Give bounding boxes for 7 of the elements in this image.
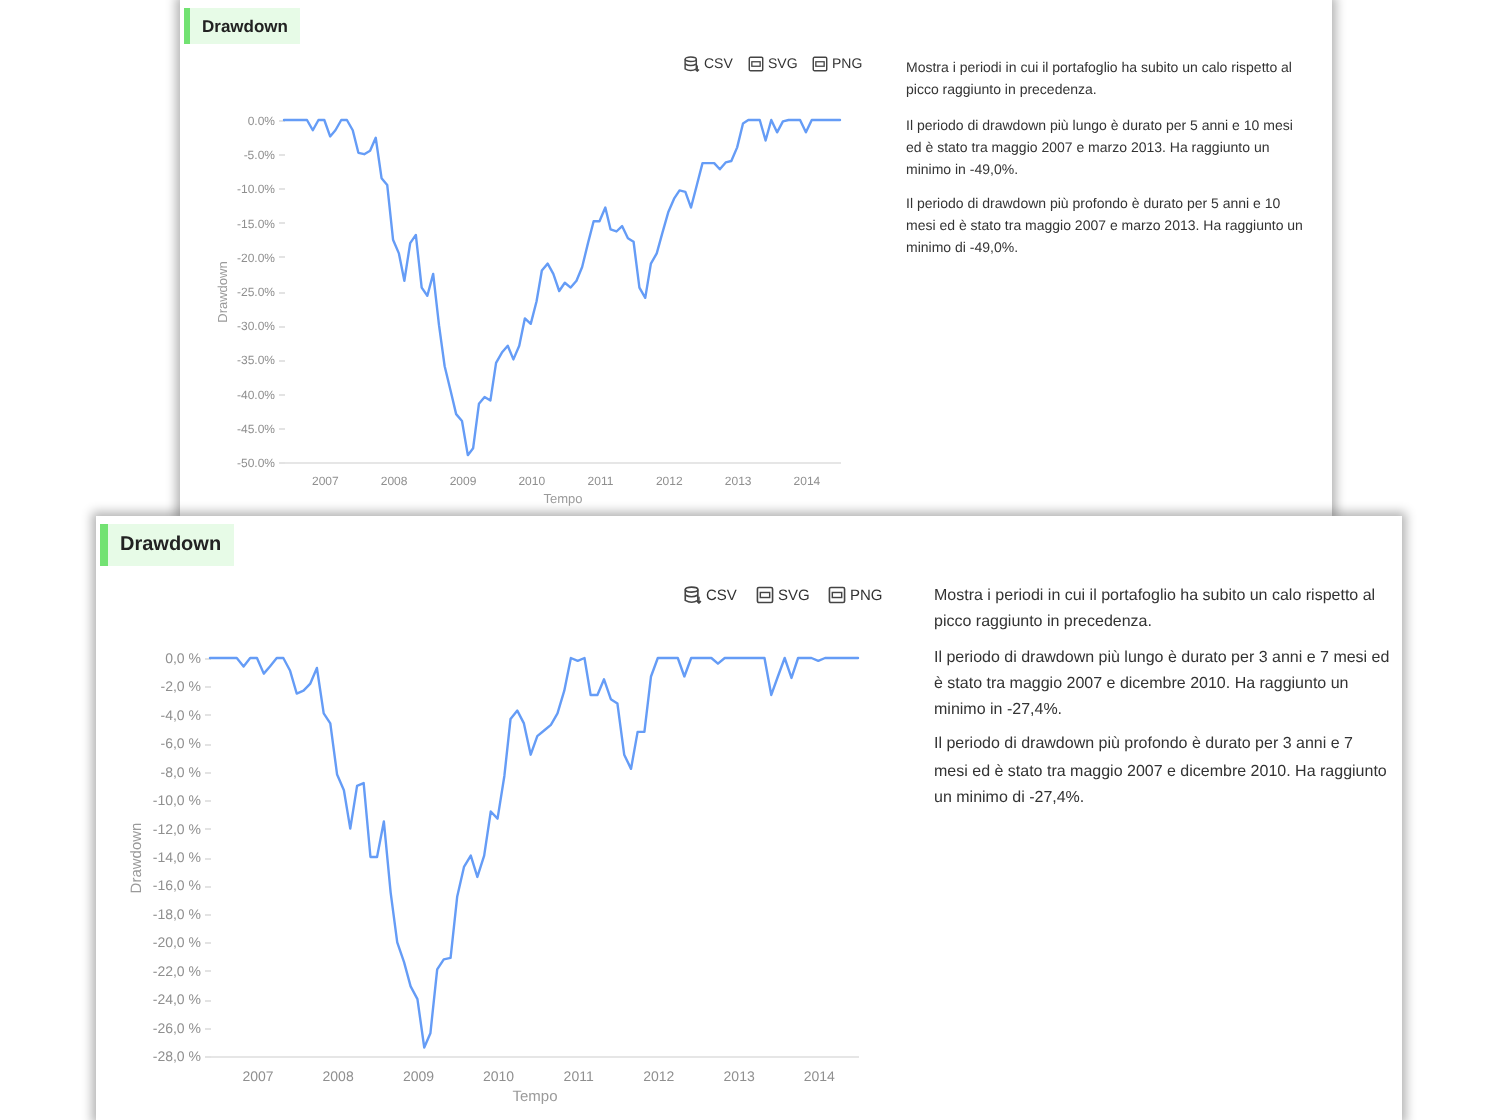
chart-title: Drawdown <box>202 14 288 40</box>
line-series <box>282 118 842 457</box>
line-series <box>208 656 860 1049</box>
text: Il periodo di drawdown più profondo è durato per 3 anni e 7 mesi ed è stato tra maggio 2007 e dicembre 2010. Ha raggiunto un minimo di -27,4%. <box>934 732 1389 811</box>
chart-title: Drawdown <box>120 532 222 560</box>
text: Il periodo di drawdown più lungo è durato per 3 anni e 7 mesi ed è stato tra maggio 2007 e dicembre 2010. Ha raggiunto un minimo in -27,4%. <box>934 645 1390 723</box>
text: Mostra i periodi in cui il portafoglio ha subito un calo rispetto al picco raggiunto in precedenza. <box>934 584 1378 635</box>
